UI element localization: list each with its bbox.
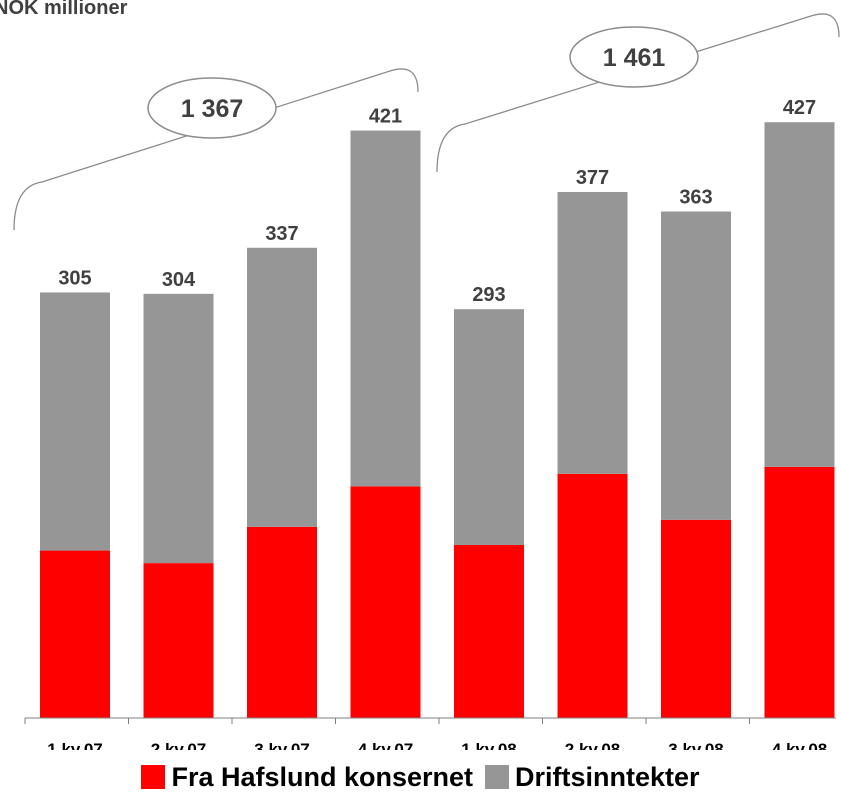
total-label-1-kv-07: 305 [58,267,91,289]
x-tick-label-4-kv-07: 4.kv.07 [358,740,413,750]
group-total-ellipse-1 [147,77,277,139]
x-tick-label-1-kv-08: 1.kv.08 [461,740,516,750]
x-axis-labels: 1.kv.07 2.kv.07 3.kv.07 4.kv.07 1.kv.08 2.kv.… [47,740,827,750]
x-tick-label-2-kv-07: 2.kv.07 [151,740,206,750]
group-braces-layer: 1 367 1 461 [13,13,840,231]
bar-fra-hafslund-konsernet-4-kv-07 [350,486,421,718]
total-label-4-kv-08: 427 [783,97,816,119]
legend: Fra Hafslund konsernet Driftsinntekter [0,752,841,802]
bar-driftsinntekter-4-kv-08 [764,122,835,467]
x-tick-label-1-kv-07: 1.kv.07 [47,740,102,750]
x-tick-label-4-kv-08: 4.kv.08 [772,740,827,750]
total-label-4-kv-07: 421 [369,106,402,128]
group-total-ellipse-2 [569,26,699,88]
legend-swatch-hafslund [141,765,166,789]
bar-fra-hafslund-konsernet-1-kv-07 [40,550,110,718]
bar-fra-hafslund-konsernet-2-kv-07 [143,563,214,718]
stacked-bar-chart: NOK millioner 305 304 337 421 293 377 363 427 1… [0,0,840,750]
bar-fra-hafslund-konsernet-3-kv-07 [247,526,317,718]
group-total-label-2: 1 461 [603,44,666,72]
bar-fra-hafslund-konsernet-3-kv-08 [661,519,731,718]
bar-driftsinntekter-2-kv-07 [143,293,214,564]
bar-driftsinntekter-2-kv-08 [557,191,628,474]
total-label-1-kv-08: 293 [472,284,505,306]
legend-item-driftsinntekter: Driftsinntekter [485,762,700,793]
group-total-label-1: 1 367 [181,95,244,123]
bar-fra-hafslund-konsernet-4-kv-08 [764,466,835,718]
x-tick-label-3-kv-07: 3.kv.07 [254,740,309,750]
bar-driftsinntekter-4-kv-07 [350,130,421,487]
bar-driftsinntekter-1-kv-08 [454,309,524,545]
bar-driftsinntekter-1-kv-07 [40,292,110,551]
legend-label-driftsinntekter: Driftsinntekter [515,761,700,792]
legend-item-hafslund: Fra Hafslund konsernet [141,762,473,793]
bar-driftsinntekter-3-kv-07 [247,247,317,527]
bar-fra-hafslund-konsernet-1-kv-08 [454,544,524,718]
total-labels-layer: 305 304 337 421 293 377 363 427 [58,97,816,306]
bars-layer [40,122,835,718]
x-tick-label-3-kv-08: 3.kv.08 [668,740,723,750]
group-brace-2 [436,13,840,173]
total-label-3-kv-07: 337 [265,223,298,245]
legend-label-hafslund: Fra Hafslund konsernet [171,761,474,792]
total-label-2-kv-08: 377 [576,167,609,189]
x-axis-ticks [24,718,750,724]
bar-fra-hafslund-konsernet-2-kv-08 [557,473,628,718]
legend-swatch-driftsinntekter [485,765,510,789]
chart-header: NOK millioner [0,0,128,19]
total-label-2-kv-07: 304 [162,269,196,291]
bar-driftsinntekter-3-kv-08 [661,211,731,520]
x-tick-label-2-kv-08: 2.kv.08 [565,740,620,750]
group-brace-1 [13,68,419,231]
total-label-3-kv-08: 363 [679,187,712,209]
